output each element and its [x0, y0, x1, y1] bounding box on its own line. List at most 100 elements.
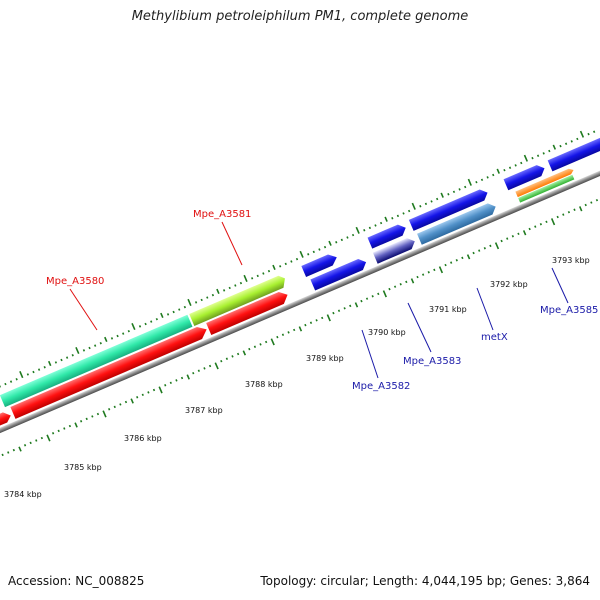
tick-mark [548, 149, 551, 153]
tick-mark [108, 408, 111, 411]
tick-mark [9, 380, 13, 383]
tick-mark [388, 287, 391, 291]
tick-row-outer [0, 130, 596, 388]
tick-mark [433, 268, 436, 272]
tick-mark [452, 190, 456, 194]
tick-mark [242, 350, 247, 356]
tick-mark [343, 307, 346, 310]
gene-mpe-a3583[interactable] [372, 236, 417, 264]
gene-mpe-a3585-orange[interactable] [515, 167, 574, 198]
tick-mark [326, 314, 331, 322]
tick-mark [374, 224, 377, 227]
tick-mark [416, 275, 419, 279]
gene-label-mpe-a3585[interactable]: Mpe_A3585 [540, 305, 598, 316]
tick-mark [12, 448, 15, 452]
tick-mark [402, 212, 405, 215]
tick-mark [355, 226, 360, 234]
gene-blue-4[interactable] [503, 163, 547, 191]
tick-mark [131, 322, 136, 331]
gene-mpe-a3581-lime[interactable] [189, 274, 288, 326]
tick-mark [511, 234, 514, 238]
tick-mark [119, 403, 122, 406]
tick-mark [279, 265, 282, 268]
tick-mark [7, 451, 10, 454]
gene-label-mpe-a3583[interactable]: Mpe_A3583 [403, 356, 461, 367]
tick-mark [192, 371, 195, 375]
gene-metx[interactable] [417, 201, 498, 245]
tick-mark [26, 373, 30, 376]
gene-mpe-a3585-green[interactable] [518, 174, 575, 203]
tick-mark [208, 364, 212, 368]
tick-mark [570, 140, 573, 143]
tick-mark [130, 398, 134, 404]
tick-mark [489, 244, 492, 248]
gene-label-mpe-a3580[interactable]: Mpe_A3580 [46, 276, 104, 287]
tick-mark [363, 229, 366, 232]
tick-mark [340, 238, 343, 242]
tick-mark [29, 441, 32, 445]
tick-mark [455, 259, 458, 262]
tick-mark [284, 262, 287, 266]
gene-blue-5[interactable] [547, 132, 600, 172]
tick-mark [57, 429, 60, 433]
tick-mark [293, 328, 296, 332]
tick-mark [19, 371, 24, 379]
tick-mark [377, 292, 380, 296]
gene-mpe-a3580-teal[interactable] [0, 314, 193, 408]
tick-mark [259, 343, 262, 346]
map-title: Methylibium petroleiphilum PM1, complete… [131, 9, 469, 24]
gene-blue-3[interactable] [408, 187, 490, 231]
kbp-label: 3791 kbp [429, 305, 467, 314]
tick-mark [206, 296, 209, 299]
tick-mark [391, 217, 394, 220]
tick-mark [160, 312, 164, 319]
tick-mark [523, 154, 529, 162]
tick-mark [478, 249, 481, 252]
kbp-label: 3788 kbp [245, 380, 283, 389]
tick-mark [590, 201, 593, 204]
tick-mark [483, 247, 486, 250]
tick-mark [211, 293, 215, 297]
gene-red-partial[interactable] [0, 410, 13, 435]
tick-mark [138, 325, 142, 328]
tick-mark [531, 156, 534, 160]
gene-mpe-a3581-red[interactable] [206, 289, 290, 336]
tick-mark [396, 214, 400, 218]
tick-mark [194, 301, 198, 304]
tick-mark [256, 274, 259, 278]
tick-mark [144, 322, 147, 326]
tick-mark [0, 385, 1, 388]
tick-mark [312, 250, 315, 254]
tick-mark [430, 200, 433, 203]
tick-mark [436, 197, 439, 201]
tick-mark [214, 362, 219, 370]
gene-label-mpe-a3582[interactable]: Mpe_A3582 [352, 381, 410, 392]
gene-label-mpe-a3581[interactable]: Mpe_A3581 [193, 209, 251, 220]
gene-blue-2[interactable] [367, 222, 409, 249]
tick-mark [332, 311, 335, 315]
tick-mark [180, 376, 184, 380]
tick-mark [556, 215, 559, 219]
tick-mark [552, 144, 557, 150]
tick-mark [265, 340, 268, 344]
tick-mark [578, 206, 583, 212]
tick-mark [318, 248, 321, 251]
tick-mark [75, 346, 80, 355]
tick-mark [82, 349, 86, 352]
tick-mark [147, 391, 150, 394]
gene-mpe-a3580-red[interactable] [10, 324, 209, 419]
gene-mpe-a3582[interactable] [310, 257, 368, 291]
tick-mark [440, 192, 444, 198]
tick-mark [593, 130, 596, 133]
gene-label-metx[interactable]: metX [481, 332, 508, 343]
gene-blue-1[interactable] [301, 252, 339, 277]
tick-mark [166, 313, 170, 316]
tick-mark [158, 386, 163, 394]
tick-mark [299, 250, 304, 258]
tick-mark [1, 453, 4, 457]
tick-mark [411, 202, 416, 210]
tick-mark [94, 344, 97, 347]
tick-mark [54, 361, 58, 364]
tick-mark [136, 395, 139, 399]
